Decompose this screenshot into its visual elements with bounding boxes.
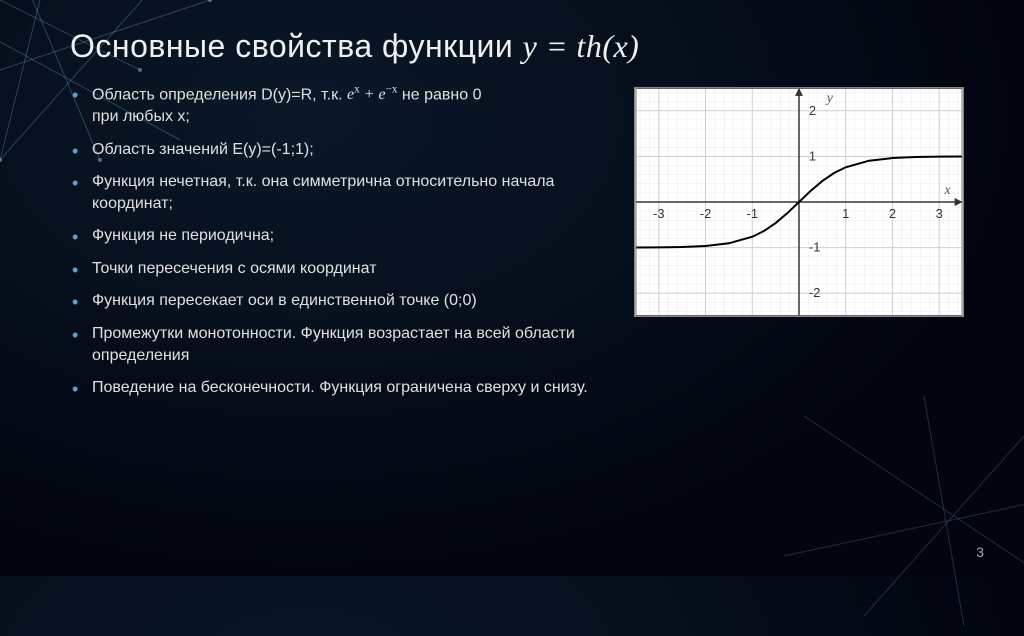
- svg-text:-2: -2: [700, 206, 711, 221]
- list-item: Промежутки монотонности. Функция возраст…: [70, 323, 614, 366]
- slide: Основные свойства функции y = th(x) Обла…: [0, 0, 1024, 576]
- svg-text:2: 2: [809, 103, 816, 118]
- title-math: y = th(x): [523, 28, 640, 64]
- list-item: Поведение на бесконечности. Функция огра…: [70, 377, 614, 399]
- content-row: Область определения D(y)=R, т.к. ex + e−…: [70, 83, 964, 410]
- page-number: 3: [976, 544, 984, 560]
- list-item: Функция пересекает оси в единственной то…: [70, 290, 614, 312]
- svg-text:3: 3: [936, 206, 943, 221]
- list-item: Область определения D(y)=R, т.к. ex + e−…: [70, 83, 614, 128]
- svg-text:-1: -1: [747, 206, 758, 221]
- svg-text:x: x: [944, 183, 952, 198]
- list-item: Область значений E(y)=(-1;1);: [70, 139, 614, 161]
- list-item: Точки пересечения с осями координат: [70, 258, 614, 280]
- svg-text:2: 2: [889, 206, 896, 221]
- svg-text:-1: -1: [809, 240, 820, 255]
- svg-text:-2: -2: [809, 285, 820, 300]
- bullet-list: Область определения D(y)=R, т.к. ex + e−…: [70, 83, 614, 410]
- chart-container: -3 -2 -1 1 2 3 -2 -1 1 2 x y: [634, 87, 964, 322]
- svg-text:y: y: [825, 91, 834, 106]
- svg-text:-3: -3: [653, 206, 664, 221]
- list-item: Функция не периодична;: [70, 225, 614, 247]
- tanh-chart: -3 -2 -1 1 2 3 -2 -1 1 2 x y: [634, 87, 964, 317]
- svg-text:1: 1: [809, 148, 816, 163]
- list-item: Функция нечетная, т.к. она симметрична о…: [70, 171, 614, 214]
- title-prefix: Основные свойства функции: [70, 28, 523, 64]
- svg-text:1: 1: [842, 206, 849, 221]
- slide-title: Основные свойства функции y = th(x): [70, 28, 964, 65]
